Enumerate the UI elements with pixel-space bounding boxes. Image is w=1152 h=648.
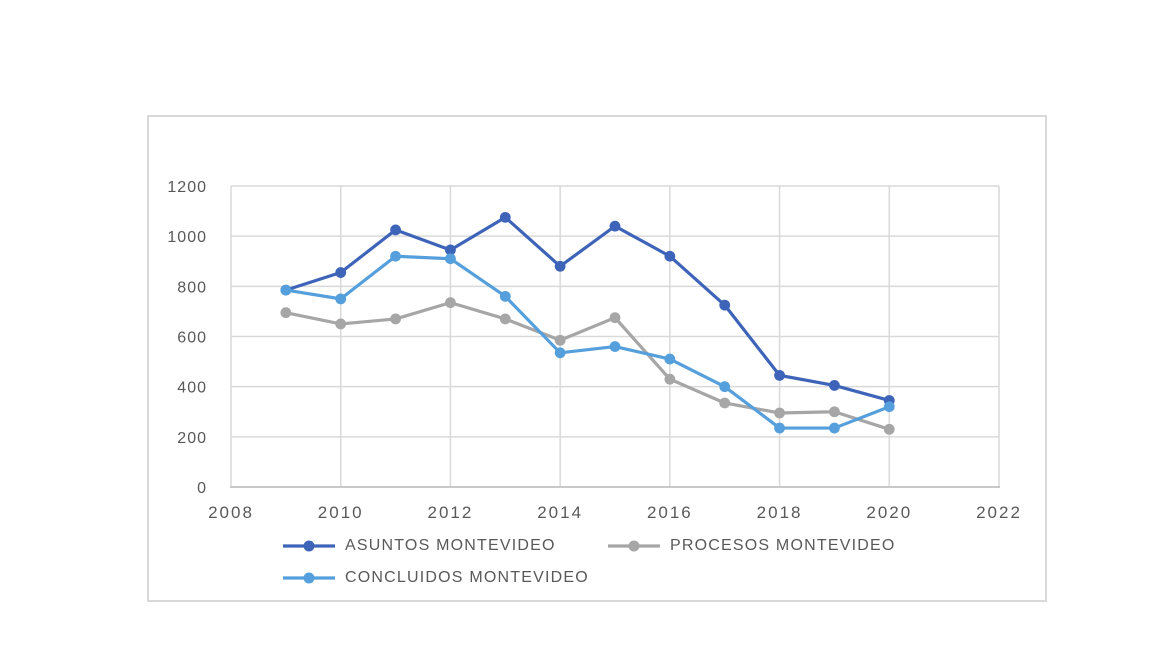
series-marker-2-2017 [719,381,731,393]
line-chart: 0 200 400 600 800 1000 1200 2008 2010 2012 2014 201… [147,115,1047,602]
legend-label-asuntos: ASUNTOS MONTEVIDEO [345,537,556,554]
series-marker-2-2010 [335,293,347,305]
series-marker-0-2013 [499,211,511,223]
series-marker-1-2017 [719,397,731,409]
x-tick-label-2020: 2020 [866,503,912,522]
series-marker-1-2013 [499,313,511,325]
y-tick-label-1200: 1200 [167,179,207,196]
series-marker-0-2014 [554,260,566,272]
x-tick-label-2018: 2018 [757,503,803,522]
legend-marker-asuntos-icon [283,540,335,552]
x-tick-label-2010: 2010 [318,503,364,522]
y-tick-label-800: 800 [177,279,207,296]
series-marker-1-2011 [390,313,401,325]
series-marker-0-2018 [774,369,785,381]
series-marker-1-2012 [445,297,456,309]
series-marker-1-2015 [609,312,621,324]
series-line-2 [284,254,891,430]
series-marker-0-2019 [829,380,840,391]
series-marker-1-2010 [335,318,347,330]
series-marker-0-2016 [664,250,676,262]
series-marker-2-2020 [883,401,895,413]
series-marker-2-2018 [774,422,785,434]
series-marker-1-2014 [554,334,566,346]
x-tick-label-2008: 2008 [208,503,254,522]
series-marker-2-2012 [445,253,456,265]
series-marker-0-2015 [609,220,621,232]
legend-item-concluidos: CONCLUIDOS MONTEVIDEO [283,569,589,587]
series-marker-2-2009 [280,284,292,296]
y-tick-label-600: 600 [177,330,207,347]
series-marker-2-2015 [609,341,621,352]
series-marker-1-2009 [280,307,292,319]
series-marker-0-2010 [335,267,347,278]
y-tick-label-0: 0 [197,480,207,497]
series-line-0 [284,215,891,403]
series-marker-2-2014 [554,347,566,359]
series-marker-0-2011 [390,224,401,236]
series-marker-0-2012 [445,244,456,256]
series-marker-1-2019 [829,406,840,418]
series-line-1 [284,301,891,431]
legend-item-procesos: PROCESOS MONTEVIDEO [608,537,896,555]
series-marker-2-2019 [829,422,840,434]
series-marker-1-2018 [774,407,785,419]
y-tick-label-400: 400 [177,380,207,397]
x-tick-label-2016: 2016 [647,503,693,522]
legend-marker-concluidos-icon [283,572,335,584]
legend-label-procesos: PROCESOS MONTEVIDEO [670,537,896,554]
series-marker-1-2020 [883,423,895,435]
x-tick-label-2014: 2014 [537,503,583,522]
y-tick-label-200: 200 [177,430,207,447]
legend-item-asuntos: ASUNTOS MONTEVIDEO [283,537,556,555]
legend-label-concluidos: CONCLUIDOS MONTEVIDEO [345,569,589,586]
legend-marker-procesos-icon [608,540,660,552]
x-tick-label-2012: 2012 [428,503,474,522]
x-tick-label-2022: 2022 [976,503,1022,522]
plot-svg: 0 200 400 600 800 1000 1200 2008 2010 2012 2014 201… [167,179,1022,522]
series-marker-0-2017 [719,299,731,311]
series-marker-2-2013 [499,290,511,302]
y-tick-label-1000: 1000 [167,229,207,246]
series-marker-2-2016 [664,353,676,365]
series-marker-2-2011 [390,250,401,262]
series-marker-1-2016 [664,373,676,385]
